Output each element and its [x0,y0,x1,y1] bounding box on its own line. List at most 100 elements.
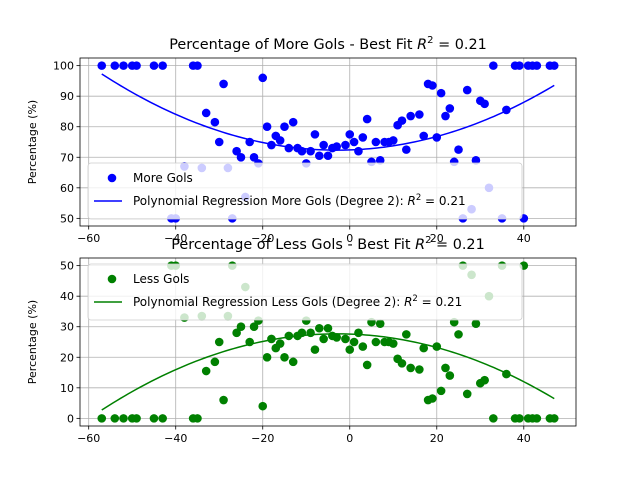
data-point [193,414,202,423]
x-tick-label: −20 [251,432,274,445]
chart-title-r: R [417,37,427,53]
data-point [288,117,298,127]
data-point [362,114,372,124]
data-point [428,394,437,403]
data-point [406,363,415,373]
data-point [489,414,498,423]
data-point [345,130,355,139]
data-point [515,61,524,70]
data-point [319,140,328,150]
data-point [532,414,542,423]
data-point [358,133,368,142]
data-point [275,339,285,348]
data-point [454,145,463,154]
axes-frame [79,257,577,427]
data-point [262,122,272,132]
data-point [388,136,398,145]
data-point [371,137,381,147]
chart-title-value: = 0.21 [431,237,484,253]
data-point [349,137,359,147]
data-point [549,61,559,70]
data-point [232,146,241,156]
data-point [119,414,128,423]
x-tick-label: 0 [346,232,353,245]
data-point [110,414,120,423]
data-point [210,357,220,367]
y-tick-label: 80 [60,121,74,134]
data-point [288,357,298,367]
data-point [306,146,315,156]
data-point [462,389,472,399]
chart-more-gols: −60 −40 −20 0 20 40 50 60 70 80 90 100 Percentage of… [26,35,577,245]
data-point [284,143,294,153]
legend-label-line-superscript: 2 [412,294,417,304]
data-point [402,330,411,339]
legend-label-line-value: = 0.21 [418,295,462,309]
data-point [193,61,202,70]
data-point [219,79,228,89]
data-point [214,337,224,347]
data-point [149,61,159,70]
axes-frame [79,57,577,227]
data-point [375,156,385,165]
data-point [441,111,450,121]
y-tick-label: 0 [67,412,74,425]
legend-label-line-r: R [407,194,415,208]
data-point [480,375,489,385]
data-point [210,117,220,127]
data-point [258,73,268,83]
regression-curve [101,333,555,411]
data-point [267,140,276,150]
data-point [97,61,107,70]
data-point [489,61,498,70]
data-point [236,152,246,162]
data-point [419,131,429,141]
data-point [275,136,285,145]
legend-box [87,263,523,321]
x-tick-label: −20 [251,232,274,245]
data-point [419,343,429,353]
data-point [323,323,333,333]
legend-marker-scatter [107,173,117,183]
legend-label-line-value: = 0.21 [421,194,465,208]
y-tick-label: 30 [60,321,74,334]
data-point [471,156,481,165]
data-point [462,85,472,95]
data-point [532,61,542,70]
data-point [471,319,481,328]
data-point [341,334,350,344]
data-point [97,414,107,423]
data-point [441,363,450,373]
legend-label-line-superscript: 2 [416,193,421,203]
chart-title-superscript: 2 [427,35,433,46]
data-point [371,337,381,347]
data-point [454,330,463,339]
chart-title-text: Percentage of Less Gols - Best Fit [171,237,415,253]
x-tick-label: 40 [517,432,531,445]
x-tick-label: −60 [77,432,100,445]
y-tick-label: 40 [60,290,74,303]
chart-title-superscript: 2 [425,235,431,246]
y-tick-label: 10 [60,382,74,395]
data-point [149,414,159,423]
data-point [332,333,342,342]
x-tick-label: 40 [517,232,531,245]
data-point [415,110,424,119]
legend-marker-scatter [107,274,117,284]
data-point [267,334,276,344]
legend-label-line-text: Polynomial Regression Less Gols (Degree … [133,295,404,309]
data-point [341,140,350,150]
data-point [354,328,363,338]
legend-label-line-text: Polynomial Regression More Gols (Degree … [133,194,407,208]
y-tick-label: 90 [60,90,74,103]
data-point [158,61,167,70]
data-point [132,414,141,423]
y-tick-label: 70 [60,151,74,164]
y-tick-label: 50 [60,260,74,273]
data-point [332,142,342,151]
y-tick-label: 60 [60,182,74,195]
legend-label-line: Polynomial Regression Less Gols (Degree … [133,294,462,309]
data-point [314,323,324,333]
